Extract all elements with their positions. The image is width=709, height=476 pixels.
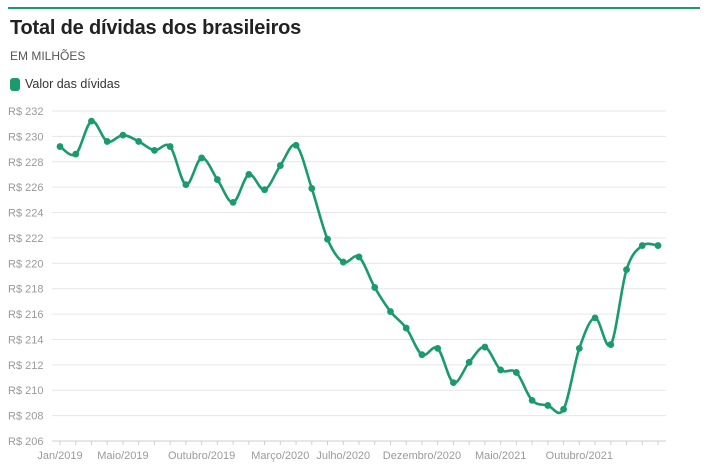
data-point <box>575 344 583 352</box>
data-point <box>72 150 80 158</box>
y-tick-label: R$ 222 <box>8 233 43 245</box>
y-tick-label: R$ 232 <box>8 106 43 118</box>
data-point <box>544 402 552 409</box>
data-point <box>387 308 394 315</box>
y-tick-label: R$ 216 <box>8 309 43 321</box>
data-point <box>245 171 253 178</box>
data-point <box>324 235 331 243</box>
chart-subtitle: EM MILHÕES <box>10 49 86 63</box>
legend-label: Valor das dívidas <box>25 77 120 91</box>
data-point <box>56 143 64 150</box>
y-tick-label: R$ 210 <box>8 385 43 397</box>
y-tick-label: R$ 212 <box>8 360 43 372</box>
y-tick-label: R$ 218 <box>8 284 43 296</box>
data-point <box>402 324 410 332</box>
data-point <box>434 344 442 352</box>
legend-swatch <box>10 77 20 91</box>
data-point <box>151 146 158 154</box>
x-tick-label: Março/2020 <box>251 450 309 462</box>
data-point <box>339 258 347 266</box>
x-axis-ticks: Jan/2019 Maio/2019 Outubro/2019 Março/2020 J… <box>37 450 613 462</box>
x-tick-label: Maio/2019 <box>97 450 148 462</box>
y-tick-label: R$ 206 <box>8 436 43 448</box>
data-point <box>292 141 300 149</box>
x-tick-label: Outubro/2019 <box>168 450 235 462</box>
data-point <box>229 198 237 206</box>
data-point <box>103 138 111 145</box>
y-tick-label: R$ 214 <box>8 334 43 346</box>
grid-lines <box>52 110 666 445</box>
series-line <box>59 119 659 415</box>
series-valor-das-dividas <box>56 117 662 415</box>
y-tick-label: R$ 220 <box>8 258 43 270</box>
data-point <box>607 341 615 348</box>
x-tick-label: Jan/2019 <box>37 450 82 462</box>
x-tick-label: Dezembro/2020 <box>383 450 461 462</box>
y-tick-label: R$ 230 <box>8 131 43 143</box>
data-point <box>638 242 646 249</box>
data-point <box>623 266 630 274</box>
y-tick-label: R$ 208 <box>8 411 43 423</box>
legend: Valor das dívidas <box>10 77 120 91</box>
data-point <box>591 314 599 322</box>
data-point <box>512 369 520 376</box>
data-point <box>119 131 127 139</box>
data-point <box>497 366 505 374</box>
y-tick-label: R$ 226 <box>8 182 43 194</box>
data-point <box>182 181 190 189</box>
data-point <box>261 186 268 194</box>
data-point <box>166 143 174 150</box>
y-axis-ticks: R$ 206 R$ 208 R$ 210 R$ 212 R$ 214 R$ 216 R$ 2… <box>8 106 43 448</box>
chart-title: Total de dívidas dos brasileiros <box>10 17 302 39</box>
data-point <box>276 162 284 169</box>
data-point <box>418 351 426 359</box>
data-point <box>465 358 473 366</box>
data-point <box>88 117 95 125</box>
data-point <box>654 242 662 249</box>
x-tick-label: Outubro/2021 <box>546 450 613 462</box>
data-point <box>528 396 536 404</box>
x-tick-label: Maio/2021 <box>475 450 526 462</box>
data-point <box>560 405 567 413</box>
y-tick-label: R$ 224 <box>8 208 43 220</box>
top-accent-line <box>8 7 700 9</box>
data-point <box>198 154 206 162</box>
data-point <box>355 253 363 261</box>
data-point <box>481 343 489 351</box>
data-point <box>213 176 221 183</box>
x-tick-label: Julho/2020 <box>316 450 370 462</box>
data-point <box>450 379 457 387</box>
data-point <box>308 185 316 192</box>
y-tick-label: R$ 228 <box>8 157 43 169</box>
data-point <box>135 138 143 145</box>
data-point <box>371 284 379 291</box>
